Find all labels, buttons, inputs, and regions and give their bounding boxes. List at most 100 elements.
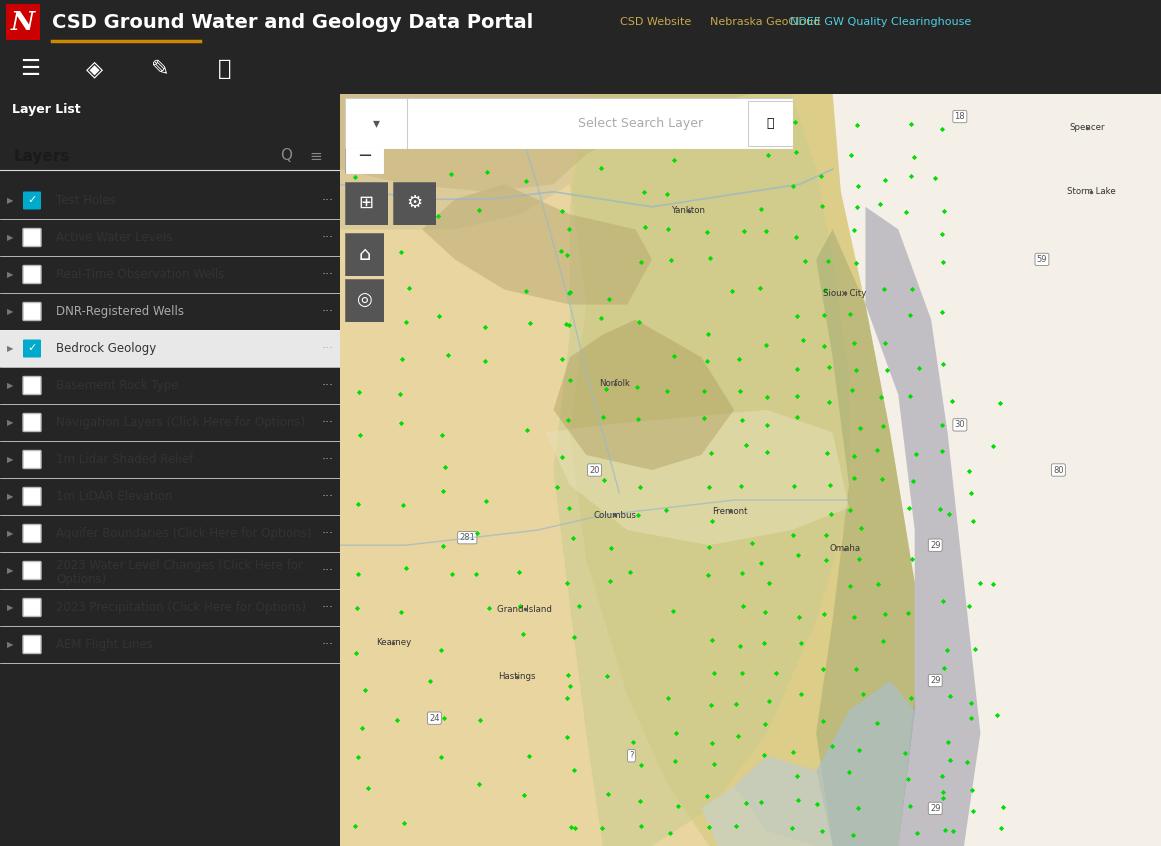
Point: [756, 606, 774, 619]
Point: [433, 429, 452, 442]
FancyBboxPatch shape: [23, 598, 41, 617]
Point: [547, 481, 565, 494]
Polygon shape: [340, 94, 750, 192]
Text: ▶: ▶: [7, 529, 13, 538]
Point: [813, 825, 831, 838]
Point: [846, 364, 865, 377]
Text: 30: 30: [954, 420, 965, 430]
Point: [388, 713, 406, 727]
Bar: [748, 101, 793, 146]
Point: [933, 444, 952, 458]
Text: Storm Lake: Storm Lake: [1067, 187, 1116, 196]
Text: 29: 29: [930, 804, 940, 813]
Text: ≡: ≡: [310, 149, 323, 163]
Point: [557, 576, 576, 590]
Point: [600, 292, 619, 305]
Polygon shape: [554, 320, 734, 470]
Text: +: +: [356, 109, 372, 128]
Point: [962, 783, 981, 797]
Point: [399, 282, 418, 295]
Point: [844, 449, 863, 463]
Text: 20: 20: [590, 465, 600, 475]
Point: [788, 769, 807, 783]
Point: [634, 185, 652, 199]
Point: [476, 354, 495, 368]
Point: [658, 222, 677, 236]
Point: [743, 536, 762, 550]
Text: ···: ···: [322, 379, 334, 392]
Point: [795, 254, 814, 267]
Point: [629, 126, 648, 140]
Text: ···: ···: [322, 268, 334, 281]
Point: [658, 188, 677, 201]
Point: [705, 758, 723, 772]
Point: [730, 639, 749, 652]
Text: Hastings: Hastings: [498, 673, 535, 681]
Point: [971, 576, 989, 590]
Point: [665, 754, 684, 767]
Point: [558, 248, 577, 261]
Point: [757, 225, 776, 239]
Text: ···: ···: [322, 638, 334, 651]
Point: [351, 386, 369, 399]
Point: [432, 644, 450, 657]
Point: [628, 508, 647, 522]
Point: [397, 315, 416, 328]
Point: [592, 821, 611, 834]
Point: [348, 568, 367, 581]
Point: [788, 363, 807, 376]
Point: [902, 552, 921, 565]
Point: [560, 286, 578, 299]
Point: [560, 222, 578, 235]
Text: ▶: ▶: [7, 307, 13, 316]
FancyBboxPatch shape: [23, 228, 41, 246]
Point: [731, 480, 750, 493]
Point: [562, 821, 580, 834]
Point: [933, 792, 952, 805]
Point: [561, 678, 579, 692]
Point: [630, 794, 649, 808]
Point: [391, 244, 410, 258]
Point: [848, 200, 866, 213]
Point: [657, 503, 676, 517]
Text: Fremont: Fremont: [712, 507, 748, 516]
Point: [904, 151, 923, 164]
FancyBboxPatch shape: [23, 635, 41, 653]
Text: 18: 18: [954, 112, 965, 121]
Polygon shape: [546, 409, 849, 545]
Point: [594, 410, 613, 424]
Point: [694, 412, 713, 426]
Text: ⌂: ⌂: [359, 244, 370, 264]
Point: [736, 796, 755, 810]
FancyBboxPatch shape: [23, 266, 41, 283]
Point: [557, 138, 576, 151]
Point: [439, 348, 457, 361]
Point: [910, 361, 929, 375]
Point: [395, 816, 413, 830]
Text: ▶: ▶: [7, 603, 13, 612]
Point: [939, 736, 958, 750]
Point: [700, 481, 719, 494]
Point: [558, 129, 577, 142]
Point: [851, 420, 870, 434]
Text: ▶: ▶: [7, 270, 13, 279]
Point: [868, 443, 887, 457]
Point: [936, 823, 954, 837]
Point: [943, 394, 961, 408]
Point: [850, 552, 868, 566]
Text: 281: 281: [460, 533, 475, 542]
Point: [846, 662, 865, 676]
Point: [787, 389, 806, 403]
Point: [962, 486, 981, 500]
Point: [904, 474, 923, 487]
Text: Spencer: Spencer: [1069, 124, 1105, 132]
Point: [853, 687, 872, 700]
Point: [821, 508, 839, 521]
Point: [355, 278, 374, 292]
Point: [629, 412, 648, 426]
Point: [567, 821, 585, 835]
Text: ▶: ▶: [7, 640, 13, 649]
Point: [596, 473, 614, 486]
Text: ···: ···: [322, 601, 334, 614]
Text: ▶: ▶: [7, 418, 13, 427]
